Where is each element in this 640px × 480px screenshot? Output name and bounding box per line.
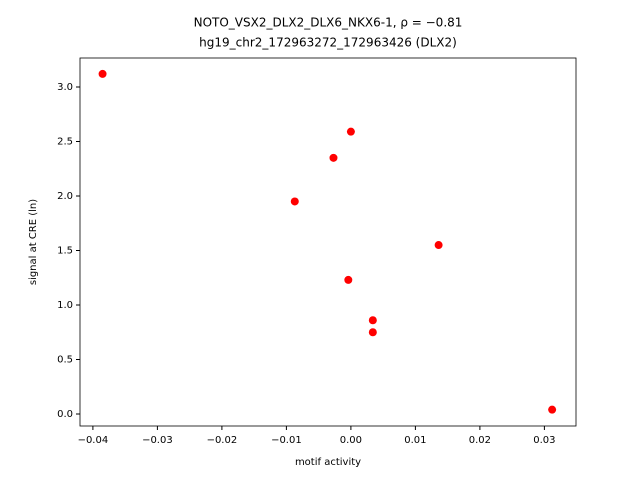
point	[329, 153, 338, 162]
point	[346, 127, 355, 136]
x-tick-label: 0.01	[404, 435, 426, 446]
point	[290, 197, 299, 206]
chart-subtitle: hg19_chr2_172963272_172963426 (DLX2)	[199, 36, 457, 50]
y-tick-label: 1.0	[57, 300, 73, 311]
point	[368, 328, 377, 337]
y-tick-label: 0.5	[57, 355, 73, 366]
point	[434, 241, 443, 250]
y-tick-label: 3.0	[57, 82, 73, 93]
y-tick-label: 2.5	[57, 136, 73, 147]
chart-title: NOTO_VSX2_DLX2_DLX6_NKX6-1, ρ = −0.81	[194, 16, 463, 30]
x-tick-label: −0.02	[207, 435, 238, 446]
x-tick-label: 0.00	[340, 435, 362, 446]
x-tick-label: −0.01	[271, 435, 302, 446]
plot-frame	[79, 57, 577, 427]
y-axis-label: signal at CRE (ln)	[28, 199, 39, 285]
x-tick-label: 0.03	[533, 435, 555, 446]
point	[344, 275, 353, 284]
x-tick-label: 0.02	[469, 435, 491, 446]
point	[368, 316, 377, 325]
y-tick-label: 0.0	[57, 409, 73, 420]
y-tick-label: 1.5	[57, 246, 73, 257]
point	[548, 405, 557, 414]
x-tick-label: −0.04	[78, 435, 109, 446]
x-axis-label: motif activity	[295, 457, 361, 468]
y-tick-label: 2.0	[57, 191, 73, 202]
point	[98, 69, 107, 78]
x-tick-label: −0.03	[142, 435, 173, 446]
